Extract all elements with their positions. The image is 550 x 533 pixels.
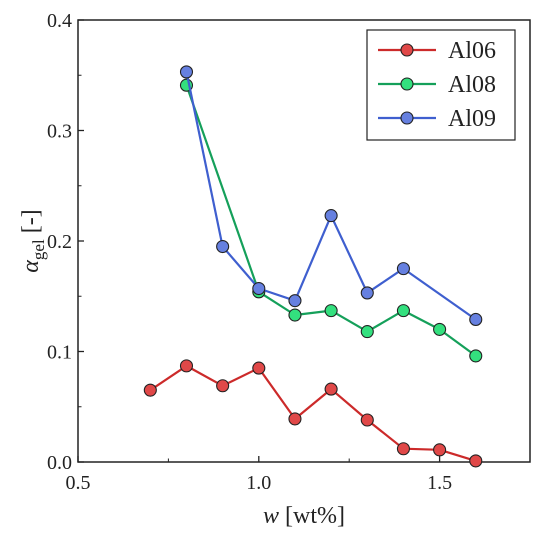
data-point-al08	[324, 304, 338, 318]
data-point-al06	[179, 359, 194, 373]
legend: Al06 Al08 Al09	[366, 29, 516, 141]
x-tick-label: 1.0	[246, 472, 271, 494]
x-tick-label: 0.5	[66, 472, 91, 494]
data-point-al06	[360, 413, 374, 427]
data-point-al08	[469, 349, 483, 363]
data-point-al09	[360, 286, 374, 300]
legend-item-al09: Al09	[378, 106, 496, 132]
series-layer	[143, 65, 483, 468]
y-tick-label: 0.2	[47, 231, 72, 253]
legend-marker	[400, 43, 414, 57]
data-point-al09	[216, 239, 230, 254]
y-tick-label: 0.4	[47, 10, 72, 32]
series-al09	[179, 65, 483, 327]
data-point-al06	[252, 361, 266, 375]
series-line-al09	[185, 71, 477, 321]
data-point-al06	[396, 442, 410, 456]
data-point-al09	[252, 281, 266, 296]
data-point-al09	[396, 262, 410, 276]
series-line-al06	[149, 364, 477, 462]
legend-marker	[400, 111, 414, 125]
x-axis-label: w [wt%]	[263, 503, 345, 529]
data-point-al06	[433, 443, 447, 457]
series-line-al08	[185, 84, 477, 357]
data-point-al09	[324, 209, 338, 223]
y-axis-label: αgel [-]	[18, 209, 48, 272]
data-point-al09	[179, 65, 194, 79]
y-tick-label: 0.0	[47, 452, 72, 474]
legend-label: Al06	[448, 38, 496, 64]
data-point-al08	[396, 304, 410, 318]
legend-marker	[400, 77, 414, 91]
legend-label: Al09	[448, 106, 496, 132]
y-tick-label: 0.1	[47, 342, 72, 364]
y-axis-ticks: 0.0 0.1 0.2 0.3 0.4	[47, 10, 84, 474]
x-tick-label: 1.5	[427, 472, 452, 494]
series-al06	[143, 359, 483, 468]
data-point-al08	[433, 322, 447, 336]
data-point-al06	[324, 382, 338, 396]
data-point-al09	[469, 312, 483, 327]
data-point-al06	[469, 454, 483, 468]
y-tick-label: 0.3	[47, 121, 72, 143]
data-point-al08	[360, 325, 374, 339]
legend-item-al06: Al06	[378, 38, 496, 64]
data-point-al06	[216, 379, 230, 393]
data-point-al06	[143, 383, 157, 397]
data-point-al06	[288, 412, 302, 426]
x-axis-ticks: 0.5 1.0 1.5	[66, 456, 452, 494]
legend-label: Al08	[448, 72, 496, 98]
series-al08	[179, 78, 483, 363]
legend-item-al08: Al08	[378, 72, 496, 98]
data-point-al09	[288, 294, 302, 308]
data-point-al08	[288, 308, 302, 322]
